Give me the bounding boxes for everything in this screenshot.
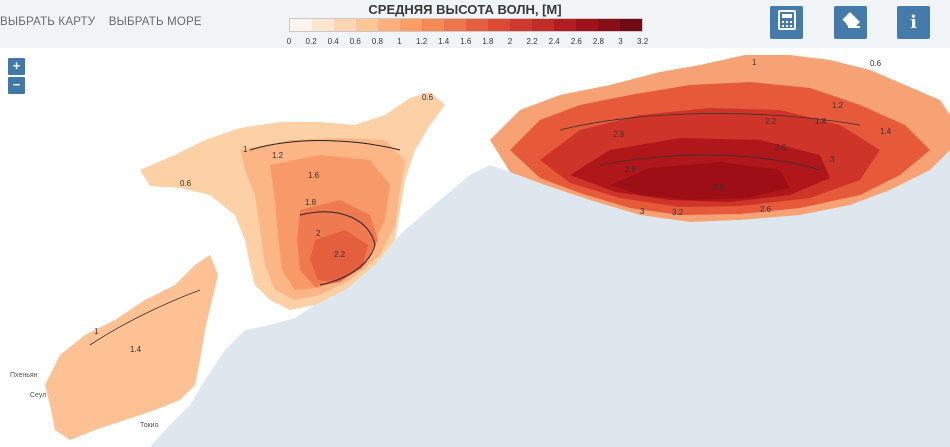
- legend-color-swatch: [576, 19, 598, 31]
- select-map-link[interactable]: ВЫБРАТЬ КАРТУ: [0, 16, 96, 28]
- legend-title: СРЕДНЯЯ ВЫСОТА ВОЛН, [М]: [368, 2, 562, 17]
- contour-label: 1.4: [130, 345, 142, 354]
- legend-color-swatch: [554, 19, 576, 31]
- legend-color-swatch: [290, 19, 312, 31]
- contour-label: 1.4: [880, 127, 892, 136]
- legend-color-swatch: [356, 19, 378, 31]
- legend-color-swatch: [400, 19, 422, 31]
- legend-color-swatch: [378, 19, 400, 31]
- legend-color-swatch: [334, 19, 356, 31]
- legend-tick-label: 0.6: [349, 37, 361, 46]
- legend-tick-label: 0.8: [371, 37, 383, 46]
- contour-label: 1.2: [832, 101, 844, 110]
- legend-color-swatch: [510, 19, 532, 31]
- legend-tick-label: 2.8: [592, 37, 604, 46]
- contour-label: 2: [316, 229, 321, 238]
- contour-label: 1.2: [272, 151, 284, 160]
- zoom-out-button[interactable]: −: [8, 77, 25, 94]
- legend-tick-label: 2: [507, 37, 513, 46]
- legend-ticks: 0 0.2 0.4 0.6 0.8 1 1.2 1.4 1.6 1.8 2 2.2 2.4 2.6 2.8 3…: [281, 37, 661, 49]
- calculator-icon: [777, 10, 796, 35]
- legend-color-swatch: [312, 19, 334, 31]
- legend-color-swatch: [466, 19, 488, 31]
- legend-tick-label: 0: [286, 37, 292, 46]
- legend-tick-label: 2.6: [570, 37, 582, 46]
- legend-tick-label: 1.2: [416, 37, 428, 46]
- select-sea-link[interactable]: ВЫБРАТЬ МОРЕ: [108, 16, 202, 28]
- top-bar: ВЫБРАТЬ КАРТУ ВЫБРАТЬ МОРЕ СРЕДНЯЯ ВЫСОТ…: [0, 0, 950, 48]
- city-label-tokyo: Токио: [140, 422, 159, 429]
- legend-tick-label: 1.8: [482, 37, 494, 46]
- contour-label: 1.8: [815, 117, 827, 126]
- legend-color-swatch: [598, 19, 620, 31]
- city-label-pyongyang: Пхеньян: [10, 372, 38, 379]
- contour-label: 1: [752, 58, 757, 67]
- nav-links: ВЫБРАТЬ КАРТУ ВЫБРАТЬ МОРЕ: [0, 16, 212, 28]
- contour-label: 2.8: [713, 183, 725, 192]
- legend-tick-label: 0.4: [327, 37, 339, 46]
- contour-label: 2.6: [760, 205, 772, 214]
- legend-color-swatch: [532, 19, 554, 31]
- okhotsk-band-5: [310, 230, 368, 282]
- sea-of-japan: [45, 255, 218, 440]
- eraser-icon: [841, 12, 861, 33]
- info-icon: i: [910, 12, 917, 33]
- legend-tick-label: 1.4: [438, 37, 450, 46]
- legend-color-scale: [289, 18, 643, 32]
- contour-label: 1: [243, 145, 248, 154]
- contour-label: 3: [640, 207, 645, 216]
- contour-label: 2.8: [625, 165, 637, 174]
- zoom-in-button[interactable]: +: [8, 58, 25, 75]
- legend-tick-label: 2.4: [548, 37, 560, 46]
- contour-label: 2.6: [775, 143, 787, 152]
- calculator-button[interactable]: [770, 6, 803, 39]
- contour-label: 3.2: [672, 208, 684, 217]
- contour-label: 1.6: [308, 171, 320, 180]
- contour-label: 0.6: [180, 179, 192, 188]
- legend-tick-label: 3: [618, 37, 623, 46]
- contour-label: 0.6: [422, 93, 434, 102]
- eraser-button[interactable]: [834, 6, 867, 39]
- info-button[interactable]: i: [897, 6, 930, 39]
- contour-label: 1: [94, 327, 99, 336]
- legend-color-swatch: [444, 19, 466, 31]
- legend-tick-label: 0.2: [305, 37, 317, 46]
- legend-color-swatch: [488, 19, 510, 31]
- contour-label: 3: [830, 155, 835, 164]
- contour-label: 2.2: [334, 250, 346, 259]
- city-label-seoul: Сеул: [30, 392, 47, 399]
- contour-label: 2.8: [613, 130, 625, 139]
- bering-band-5: [610, 162, 790, 200]
- contour-label: 1.8: [305, 198, 317, 207]
- legend-tick-label: 2.2: [526, 37, 538, 46]
- legend-tick-label: 1: [397, 37, 402, 46]
- contour-label: 0.6: [870, 59, 882, 68]
- legend-tick-label: 3.2: [637, 37, 649, 46]
- legend-color-swatch: [422, 19, 444, 31]
- contour-label: 2.2: [765, 117, 777, 126]
- legend-tick-label: 1.6: [460, 37, 472, 46]
- legend-color-swatch: [620, 19, 642, 31]
